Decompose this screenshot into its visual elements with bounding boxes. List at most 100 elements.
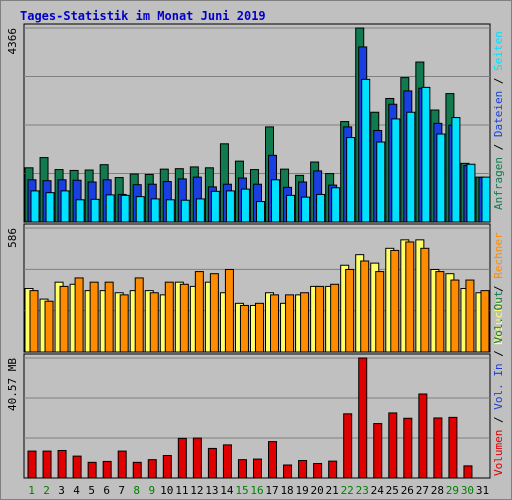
volumen-bar <box>177 437 187 479</box>
volume-panel-ymax-label: 40.57 MB <box>6 358 19 411</box>
day-tick-label: 1 <box>28 484 35 497</box>
day-tick-label: 20 <box>311 484 324 497</box>
seiten-bar <box>105 194 115 223</box>
rechner-bar <box>435 271 445 353</box>
rechner-bar <box>44 300 54 353</box>
rechner-bar <box>179 283 189 353</box>
day-tick-label: 24 <box>371 484 385 497</box>
seiten-bar <box>240 188 250 223</box>
seiten-bar <box>436 133 446 223</box>
requests-panel: 4366 <box>6 23 491 223</box>
day-tick-label: 22 <box>341 484 354 497</box>
volumen-bar <box>102 460 112 479</box>
day-tick-label: 15 <box>235 484 248 497</box>
visits-legend-separator: / <box>492 279 505 299</box>
volumen-bar <box>207 447 217 479</box>
rechner-bar <box>330 283 340 353</box>
seiten-bar <box>255 201 265 223</box>
rechner-bar <box>270 294 280 353</box>
day-tick-label: 13 <box>205 484 218 497</box>
rechner-bar <box>164 281 174 353</box>
seiten-bar <box>210 190 220 223</box>
volume-legend-separator: / <box>492 344 505 364</box>
volumen-bar <box>132 461 142 479</box>
seiten-bar <box>286 194 296 223</box>
rechner-bar <box>450 279 460 353</box>
volume-legend-separator: / <box>492 410 505 430</box>
volumen-bar <box>328 460 338 479</box>
volumen-bar <box>252 458 262 479</box>
seiten-bar <box>165 199 175 223</box>
volumen-bar <box>268 441 278 479</box>
seiten-bar <box>466 163 476 223</box>
seiten-bar <box>406 111 416 223</box>
day-tick-label: 30 <box>461 484 474 497</box>
volumen-bar <box>72 455 82 479</box>
volumen-bar <box>147 459 157 479</box>
requests-panel-ymax-label: 4366 <box>6 28 19 55</box>
seiten-bar <box>195 198 205 223</box>
volumen-bar <box>448 416 458 479</box>
seiten-bar <box>271 179 281 223</box>
rechner-bar <box>89 281 99 353</box>
volumen-bar <box>162 455 172 479</box>
day-tick-label: 6 <box>103 484 110 497</box>
visits-legend-item: Besuche <box>492 299 505 345</box>
rechner-bar <box>134 277 144 353</box>
volume-panel-frame <box>23 353 491 479</box>
requests-legend-item: Dateien <box>492 91 505 137</box>
volumen-bar <box>463 465 473 479</box>
day-tick-label: 28 <box>431 484 444 497</box>
requests-legend-item: Seiten <box>492 31 505 71</box>
chart-title: Tages-Statistik im Monat Juni 2019 <box>20 9 266 23</box>
rechner-bar <box>209 273 219 353</box>
rechner-bar <box>345 268 355 353</box>
day-tick-label: 12 <box>190 484 203 497</box>
seiten-bar <box>225 190 235 223</box>
volumen-bar <box>373 423 383 479</box>
seiten-bar <box>150 198 160 223</box>
seiten-bar <box>346 137 356 223</box>
day-tick-label: 26 <box>401 484 414 497</box>
volume-legend-item: Vol. Out <box>492 291 505 344</box>
requests-legend-separator: / <box>492 71 505 91</box>
seiten-bar <box>120 194 130 223</box>
day-tick-label: 27 <box>416 484 429 497</box>
volume-legend: Volumen / Vol. In / Vol. Out <box>492 291 505 476</box>
visits-panel: 586 <box>6 223 491 353</box>
seiten-bar <box>421 86 431 223</box>
seiten-bar <box>481 176 491 223</box>
volumen-bar <box>27 450 37 479</box>
day-tick-label: 29 <box>446 484 459 497</box>
seiten-bar <box>301 196 311 223</box>
day-tick-label: 14 <box>220 484 234 497</box>
seiten-bar <box>135 196 145 223</box>
visits-legend-item: Rechner <box>492 232 505 279</box>
seiten-bar <box>60 190 70 223</box>
volumen-bar <box>343 413 353 479</box>
requests-legend: Anfragen / Dateien / Seiten <box>492 31 505 210</box>
volumen-bar <box>418 393 428 479</box>
volume-panel: 40.57 MB <box>6 353 491 479</box>
rechner-bar <box>59 285 69 353</box>
volumen-bar <box>388 412 398 479</box>
day-tick-label: 8 <box>133 484 140 497</box>
day-tick-label: 10 <box>160 484 173 497</box>
seiten-bar <box>391 118 401 223</box>
day-tick-label: 23 <box>356 484 369 497</box>
rechner-bar <box>360 260 370 353</box>
volumen-bar <box>313 463 323 479</box>
rechner-bar <box>480 290 490 353</box>
seiten-bar <box>45 192 55 223</box>
rechner-bar <box>239 304 249 353</box>
day-tick-label: 16 <box>250 484 263 497</box>
rechner-bar <box>285 294 295 353</box>
volumen-bar <box>192 437 202 479</box>
volumen-bar <box>87 461 97 479</box>
volume-legend-item: Volumen <box>492 430 505 476</box>
requests-legend-item: Anfragen <box>492 157 505 210</box>
rechner-bar <box>300 292 310 353</box>
seiten-bar <box>361 78 371 223</box>
rechner-bar <box>29 290 39 353</box>
volumen-bar <box>433 417 443 479</box>
